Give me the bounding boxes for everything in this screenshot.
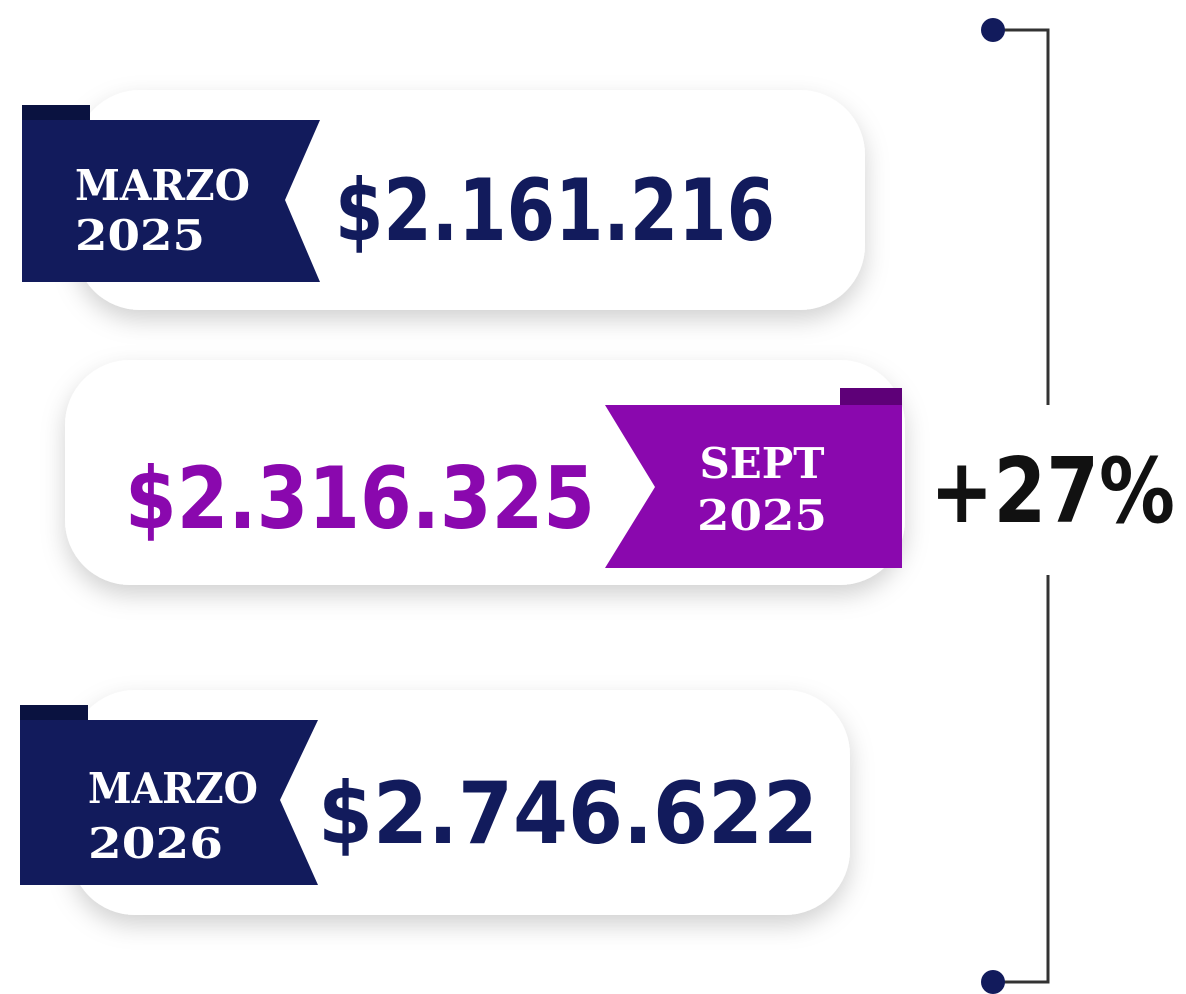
label-line: 2025	[697, 491, 827, 540]
change: +27%	[930, 439, 1175, 544]
amount: $2.161.216	[335, 161, 775, 261]
bracket	[993, 28, 1050, 405]
ribbon	[22, 120, 320, 282]
ribbon	[605, 405, 902, 568]
label-line: 2026	[88, 819, 223, 868]
label-line: 2025	[75, 211, 205, 260]
ribbon	[20, 720, 318, 885]
label-line: MARZO	[88, 764, 258, 813]
bracket-dot	[981, 970, 1005, 994]
label-line: SEPT	[700, 439, 825, 488]
ribbon-fold	[840, 388, 902, 405]
label-line: MARZO	[75, 161, 250, 210]
ribbon-fold	[22, 105, 90, 120]
amount: $2.746.622	[318, 764, 818, 864]
amount: $2.316.325	[125, 449, 595, 549]
bracket	[993, 575, 1050, 984]
bracket-dot	[981, 18, 1005, 42]
ribbon-fold	[20, 705, 88, 720]
